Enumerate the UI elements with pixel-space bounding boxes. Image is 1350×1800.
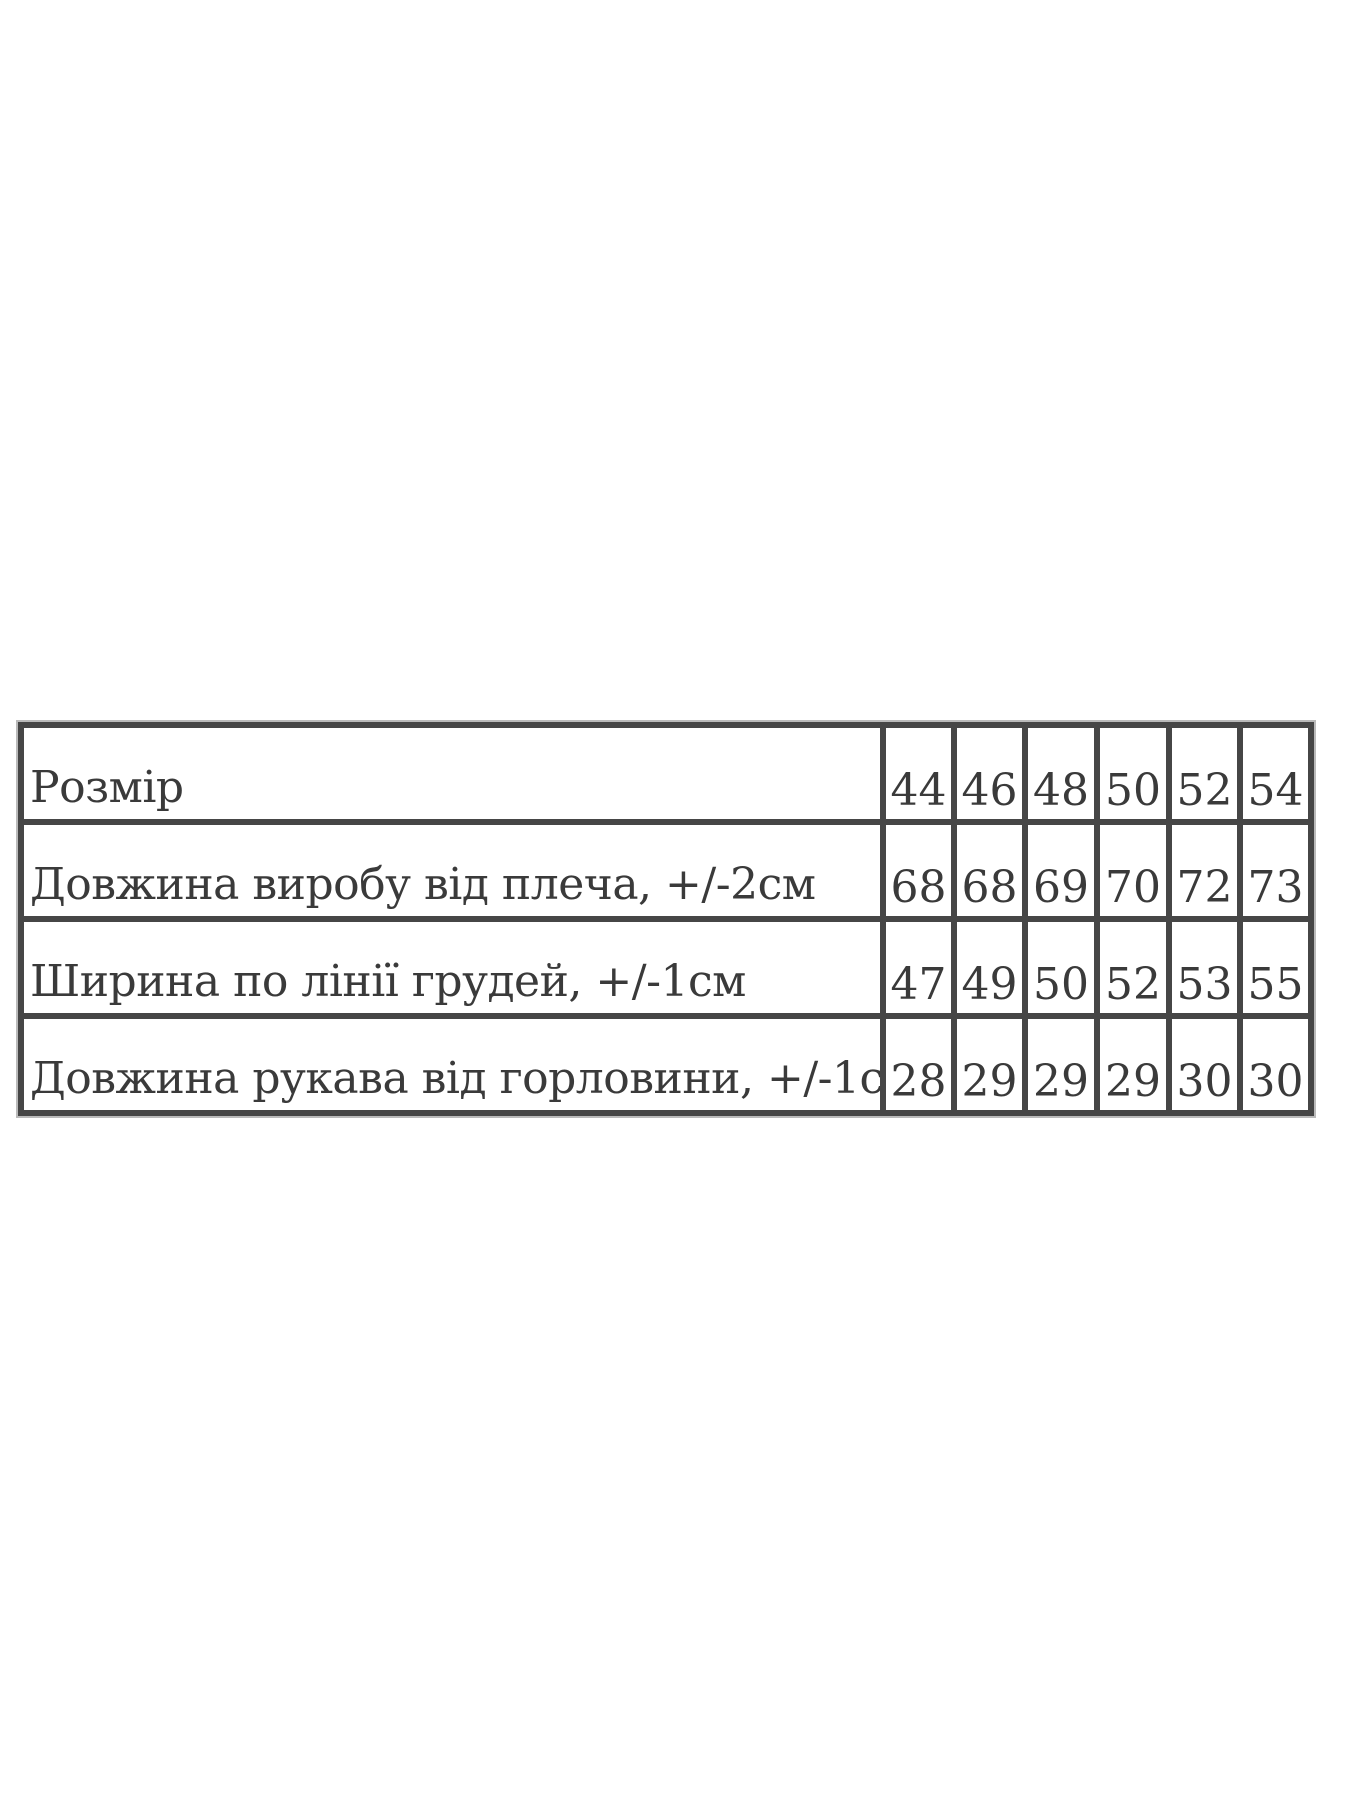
value-cell: 69 [1022,819,1100,922]
row-label-size: Розмір [18,722,886,825]
row-label-product-length: Довжина виробу від плеча, +/-2см [18,819,886,922]
row-label-chest-width: Ширина по лінії грудей, +/-1см [18,916,886,1019]
value-cell: 29 [1022,1013,1100,1116]
value-cell: 72 [1166,819,1243,922]
value-cell: 28 [880,1013,957,1116]
size-cell: 46 [951,722,1028,825]
value-cell: 50 [1022,916,1100,1019]
value-cell: 47 [880,916,957,1019]
value-cell: 70 [1094,819,1172,922]
size-cell: 50 [1094,722,1172,825]
size-cell: 54 [1237,722,1314,825]
value-cell: 55 [1237,916,1314,1019]
value-cell: 68 [880,819,957,922]
value-cell: 30 [1237,1013,1314,1116]
value-cell: 73 [1237,819,1314,922]
value-cell: 29 [1094,1013,1172,1116]
size-cell: 52 [1166,722,1243,825]
table-row-chest-width: Ширина по лінії грудей, +/-1см 47 49 50 … [18,916,1314,1019]
value-cell: 30 [1166,1013,1243,1116]
size-table: Розмір 44 46 48 50 52 54 Довжина виробу … [18,722,1314,1116]
value-cell: 49 [951,916,1028,1019]
value-cell: 53 [1166,916,1243,1019]
value-cell: 68 [951,819,1028,922]
size-cell: 44 [880,722,957,825]
size-cell: 48 [1022,722,1100,825]
table-row-size: Розмір 44 46 48 50 52 54 [18,722,1314,825]
value-cell: 52 [1094,916,1172,1019]
table-row-product-length: Довжина виробу від плеча, +/-2см 68 68 6… [18,819,1314,922]
table-row-sleeve-length: Довжина рукава від горловини, +/-1см 28 … [18,1013,1314,1116]
row-label-sleeve-length: Довжина рукава від горловини, +/-1см [18,1013,886,1116]
value-cell: 29 [951,1013,1028,1116]
